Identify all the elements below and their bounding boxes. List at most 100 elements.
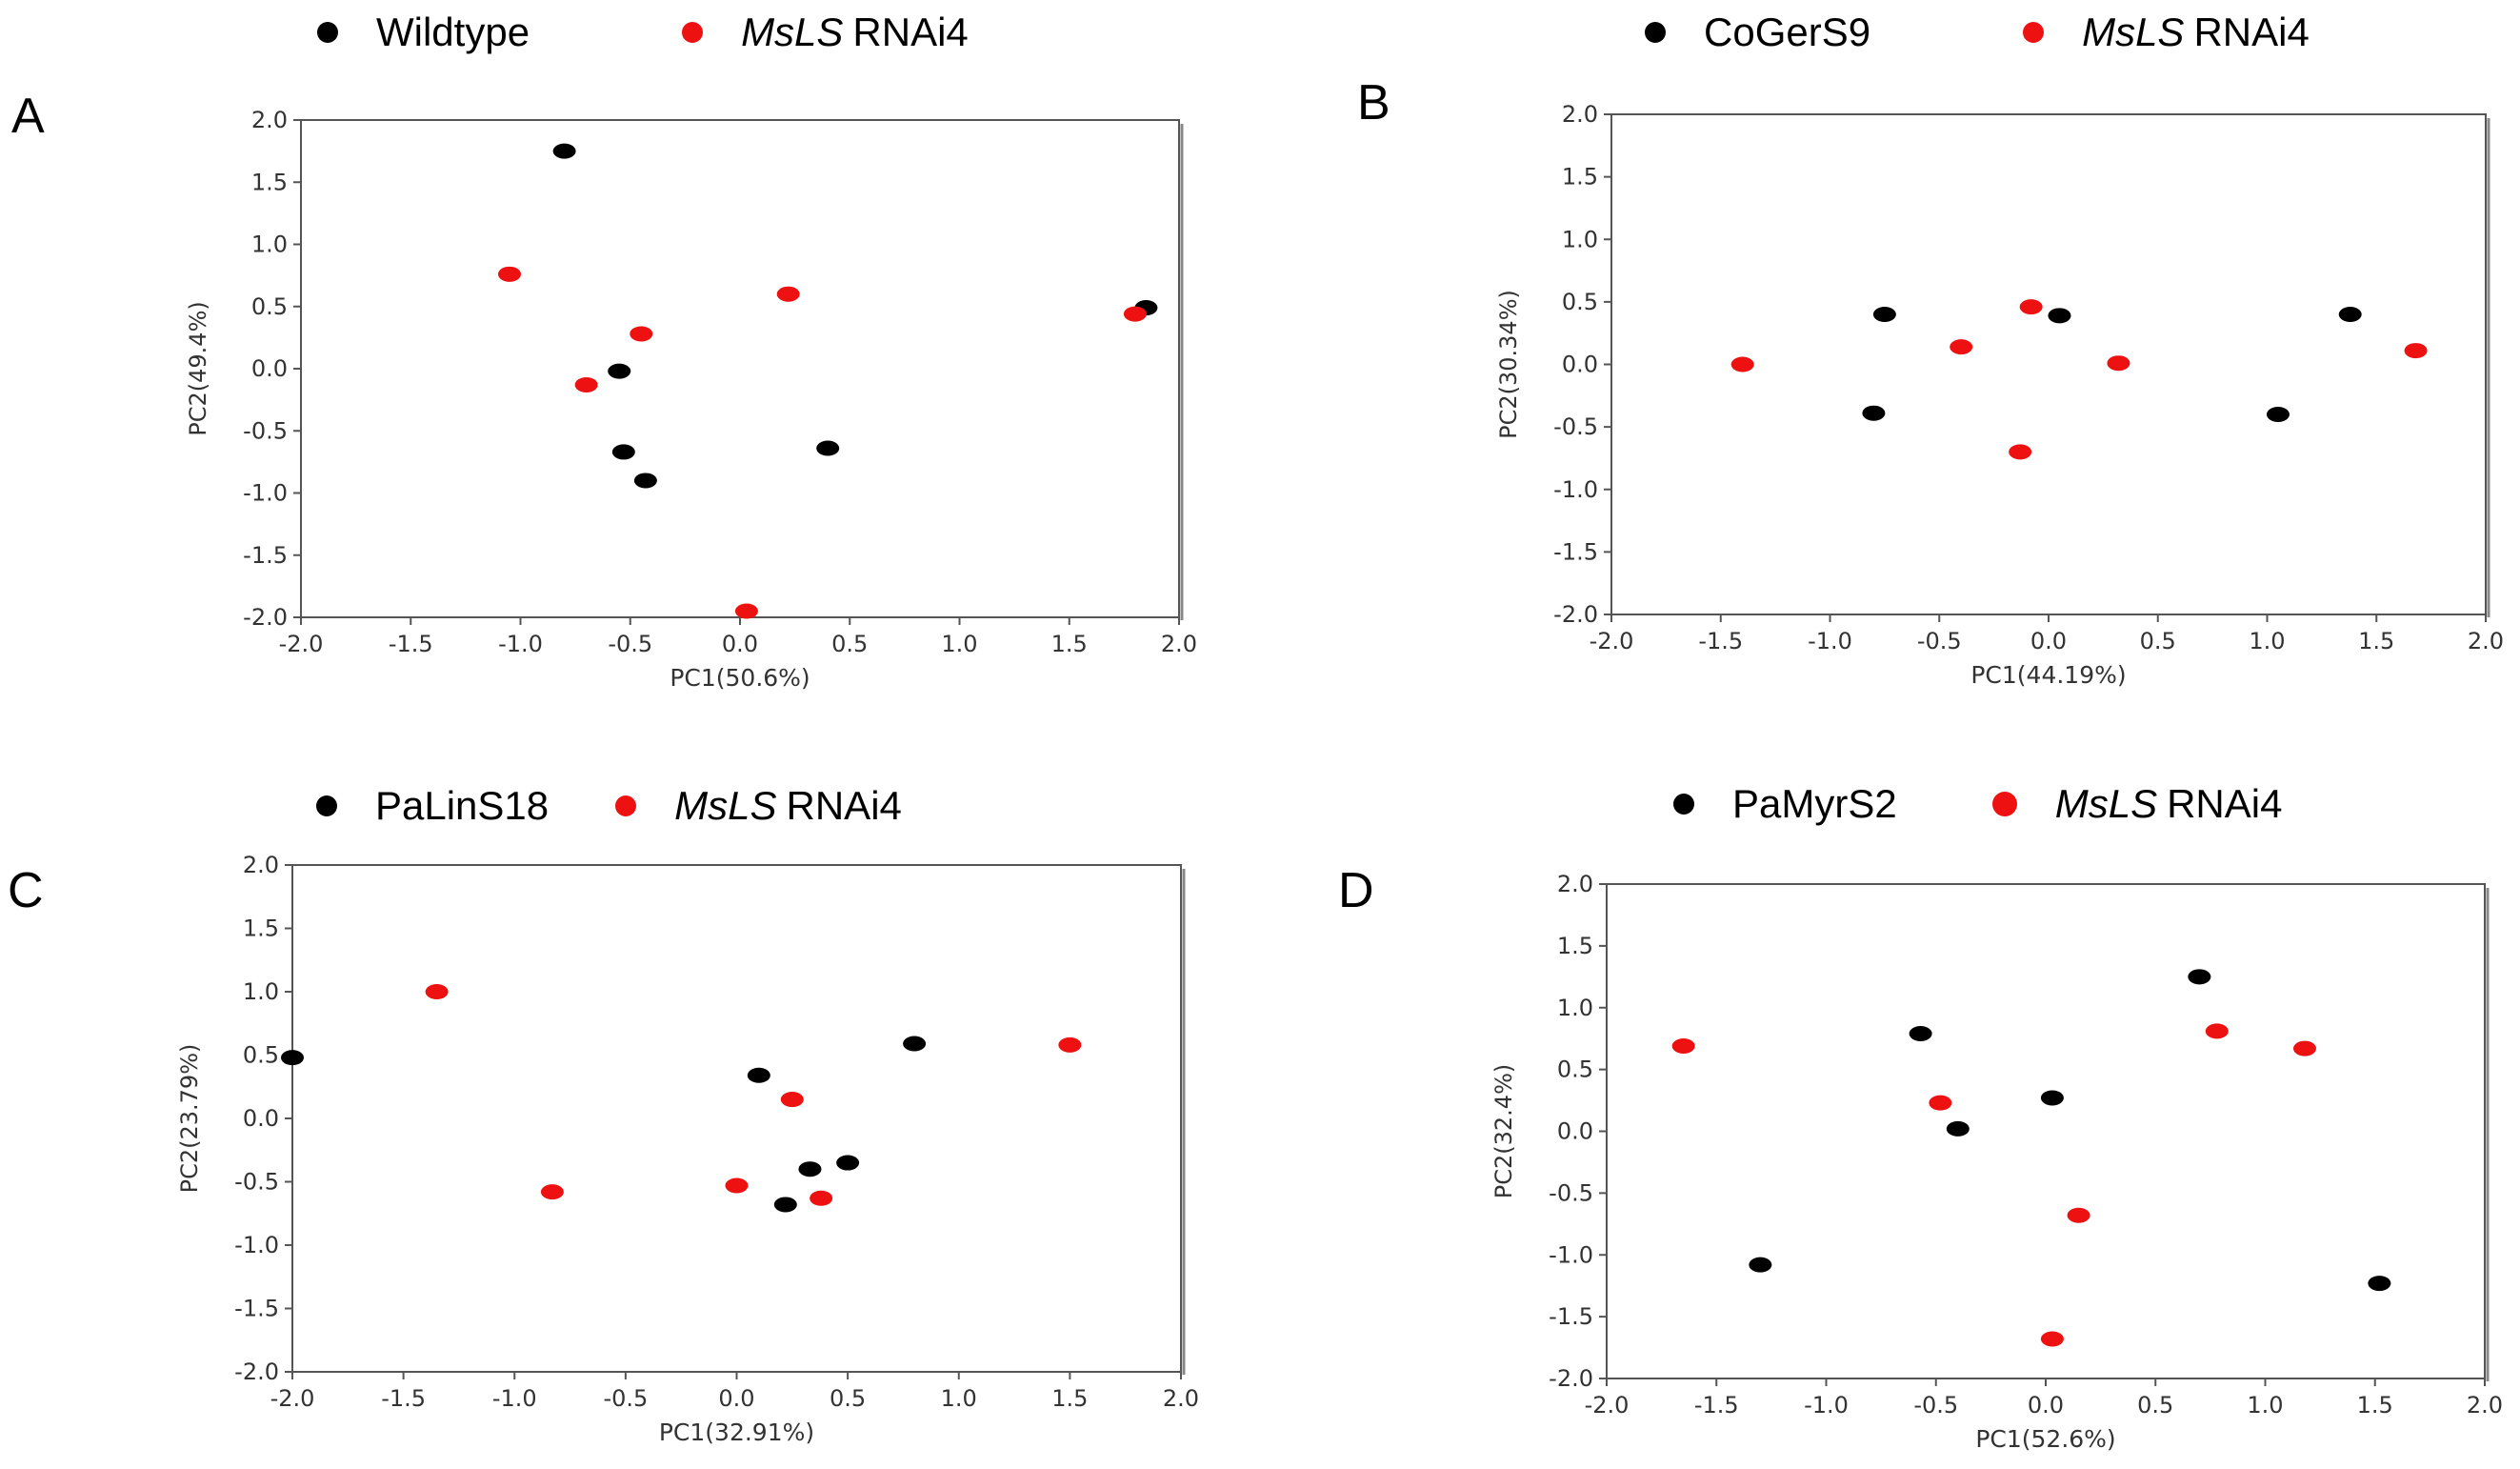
legend-entry-group: PaMyrS2 (1673, 781, 1897, 827)
y-tick-label: -1.5 (1549, 1303, 1593, 1330)
x-tick-label: 1.0 (941, 1385, 977, 1412)
data-point-control (903, 1036, 927, 1052)
data-point-msls-rnai4 (1671, 1037, 1695, 1054)
scatter-plot-c: -2.0 -1.5 -1.0 -0.5 0.0 0.5 1.0 1.5 2.0 2.0 1.5 1.0… (176, 852, 1199, 1446)
x-tick-label: 1.5 (2357, 1392, 2393, 1419)
y-tick-label: 1.0 (251, 231, 288, 258)
x-tick-label: 1.5 (1051, 1385, 1088, 1412)
legend-label-rnai-rest: RNAi4 (786, 783, 902, 828)
x-tick-label: -2.0 (279, 631, 324, 657)
data-point-control (1872, 307, 1896, 322)
x-tick-label: 2.0 (1161, 631, 1197, 657)
scatter-plot-b: -2.0 -1.5 -1.0 -0.5 0.0 0.5 1.0 1.5 2.0 2.0 1.5 1.0… (1495, 101, 2504, 689)
data-point-control (2338, 307, 2362, 322)
data-point-msls-rnai4 (2040, 1331, 2064, 1347)
legend-dot-red (2023, 22, 2045, 43)
x-tick-label: 2.0 (1163, 1385, 1199, 1412)
y-tick-label: -2.0 (1549, 1365, 1593, 1392)
legend-label-rnai-rest: RNAi4 (2167, 781, 2283, 826)
y-tick-label: -1.0 (1553, 476, 1598, 503)
legend-label-group: PaLinS18 (375, 783, 550, 828)
x-tick-label: 0.0 (2028, 1392, 2064, 1419)
legend-dot-black (316, 795, 337, 816)
x-tick-label: -0.5 (608, 631, 652, 657)
legend-label-rnai-italic: MsLS (2082, 10, 2185, 54)
data-point-msls-rnai4 (1730, 356, 1754, 372)
data-point-msls-rnai4 (574, 376, 598, 392)
legend-label-rnai-rest: RNAi4 (852, 10, 969, 54)
x-tick-label: -1.5 (381, 1385, 426, 1412)
y-tick-label: -1.0 (1549, 1241, 1593, 1268)
legend-label-group: Wildtype (376, 10, 530, 54)
scatter-plot-a: -2.0 -1.5 -1.0 -0.5 0.0 0.5 1.0 1.5 2.0 2.0 1.5 1.0… (185, 107, 1197, 692)
y-tick-label: -1.5 (234, 1296, 279, 1322)
y-tick-label: -0.5 (234, 1169, 279, 1196)
y-tick-label: 0.5 (251, 293, 288, 320)
data-point-msls-rnai4 (725, 1177, 749, 1194)
x-tick-label: -0.5 (603, 1385, 648, 1412)
x-tick-label: 2.0 (2468, 628, 2504, 654)
legend: PaMyrS2 MsLS RNAi4 (1673, 781, 2282, 827)
legend-label-rnai-italic: MsLS (674, 783, 777, 828)
data-point-msls-rnai4 (1950, 339, 1973, 355)
y-tick-label: -1.0 (243, 480, 288, 507)
x-tick-label: -2.0 (1585, 1392, 1630, 1419)
y-tick-label: 2.0 (243, 852, 279, 878)
data-point-msls-rnai4 (2404, 343, 2428, 359)
data-point-msls-rnai4 (2067, 1207, 2090, 1223)
data-point-msls-rnai4 (2292, 1040, 2316, 1056)
data-point-control (1862, 405, 1886, 421)
x-tick-label: -1.5 (1694, 1392, 1739, 1419)
y-tick-label: -1.0 (234, 1232, 279, 1258)
data-point-msls-rnai4 (2019, 299, 2043, 315)
y-tick-label: -2.0 (234, 1358, 279, 1385)
legend-label-rnai-italic: MsLS (741, 10, 844, 54)
legend-entry-group: PaLinS18 (316, 783, 549, 829)
panel-letter: D (1338, 863, 1374, 918)
y-tick-label: 0.0 (1562, 352, 1598, 378)
y-tick-label: 1.5 (1557, 933, 1593, 959)
y-tick-label: 1.5 (251, 169, 288, 195)
data-point-control (281, 1050, 304, 1066)
y-tick-label: 1.5 (1562, 164, 1598, 191)
y-tick-label: 0.5 (243, 1042, 279, 1069)
data-point-control (2188, 969, 2211, 985)
data-point-control (2040, 1090, 2064, 1106)
legend-entry-rnai: MsLS RNAi4 (615, 783, 902, 829)
x-tick-label: -1.5 (1698, 628, 1743, 654)
y-tick-label: 0.0 (243, 1105, 279, 1132)
data-point-control (798, 1161, 822, 1177)
x-axis-label: PC1(44.19%) (1970, 661, 2126, 689)
data-point-control (1946, 1120, 1970, 1137)
y-tick-label: -0.5 (1549, 1179, 1593, 1206)
data-point-control (747, 1067, 770, 1083)
x-axis-label: PC1(52.6%) (1975, 1425, 2115, 1453)
data-point-msls-rnai4 (2205, 1023, 2229, 1039)
panel-letter: B (1357, 75, 1390, 131)
y-tick-label: -1.5 (1553, 538, 1598, 565)
y-tick-label: 0.5 (1562, 289, 1598, 315)
legend: Wildtype MsLS RNAi4 (317, 10, 969, 55)
x-tick-label: -2.0 (270, 1385, 315, 1412)
legend: PaLinS18 MsLS RNAi4 (316, 783, 902, 829)
y-tick-label: 0.5 (1557, 1056, 1593, 1083)
x-tick-label: -1.0 (498, 631, 543, 657)
data-point-control (2368, 1276, 2391, 1292)
data-point-control (773, 1197, 797, 1213)
x-tick-label: 0.0 (2030, 628, 2067, 654)
data-point-msls-rnai4 (1123, 306, 1147, 322)
data-point-msls-rnai4 (776, 286, 800, 302)
y-axis-label: PC2(32.4%) (1490, 1064, 1517, 1198)
data-point-msls-rnai4 (1058, 1036, 1082, 1053)
legend-entry-rnai: MsLS RNAi4 (682, 10, 969, 55)
legend-label-rnai-italic: MsLS (2054, 781, 2158, 826)
data-point-control (611, 444, 635, 460)
legend-dot-red (615, 795, 637, 816)
y-tick-label: 0.0 (1557, 1118, 1593, 1145)
data-point-msls-rnai4 (780, 1092, 804, 1108)
y-tick-label: 1.5 (243, 916, 279, 942)
y-tick-label: -0.5 (243, 417, 288, 444)
data-point-control (633, 473, 657, 489)
y-tick-label: 0.0 (251, 355, 288, 382)
